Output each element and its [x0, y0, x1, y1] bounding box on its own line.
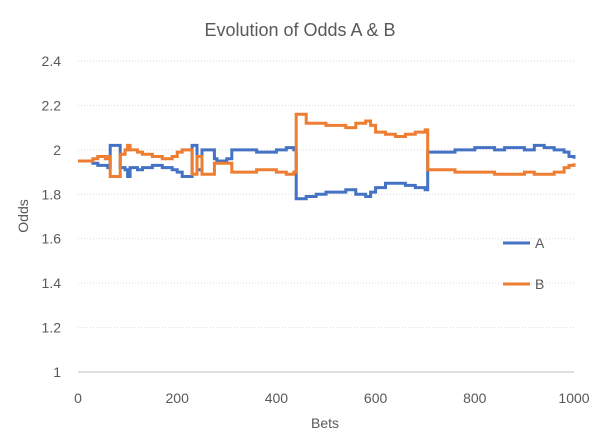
series-line-b [78, 112, 576, 178]
x-axis-ticks: 0 200 400 600 800 1000 [74, 390, 590, 406]
legend: AB [503, 235, 545, 292]
y-tick-label: 2.2 [42, 97, 62, 113]
x-tick-label: 200 [166, 390, 190, 406]
y-axis-label: Odds [15, 199, 31, 232]
y-tick-label: 1 [53, 364, 61, 380]
y-tick-label: 1.6 [42, 231, 62, 247]
y-tick-label: 1.4 [42, 275, 62, 291]
y-tick-label: 2 [53, 142, 61, 158]
x-tick-label: 1000 [558, 390, 589, 406]
y-tick-label: 1.2 [42, 320, 62, 336]
x-tick-label: 0 [74, 390, 82, 406]
chart-title: Evolution of Odds A & B [204, 20, 395, 40]
series-lines [78, 112, 576, 201]
y-tick-label: 1.8 [42, 186, 62, 202]
legend-label: A [535, 235, 545, 251]
legend-label: B [535, 276, 544, 292]
x-tick-label: 800 [463, 390, 487, 406]
x-axis-label: Bets [311, 415, 339, 431]
series-line-a [78, 143, 576, 201]
y-tick-label: 2.4 [42, 53, 62, 69]
x-tick-label: 400 [265, 390, 289, 406]
x-tick-label: 600 [364, 390, 388, 406]
y-axis-ticks: 1 1.2 1.4 1.6 1.8 2 2.2 2.4 [42, 53, 62, 380]
